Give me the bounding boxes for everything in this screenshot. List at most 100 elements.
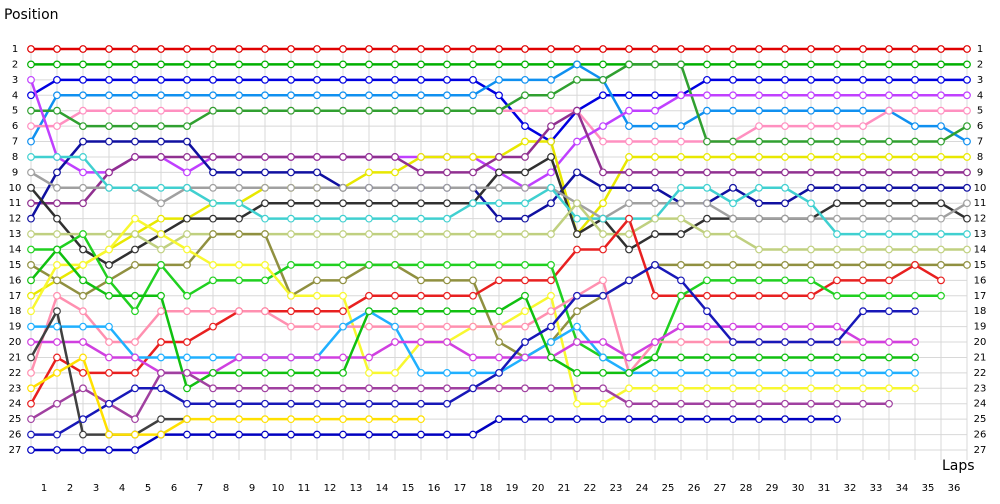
point-marker <box>625 153 633 161</box>
point-marker <box>599 338 607 346</box>
point-marker <box>261 168 269 177</box>
point-marker <box>729 415 737 424</box>
point-marker <box>261 276 269 285</box>
point-marker <box>27 153 35 161</box>
point-marker <box>755 368 763 377</box>
point-marker <box>209 276 217 285</box>
y-tick-label-right: 18 <box>974 306 987 317</box>
point-marker <box>391 368 399 377</box>
point-marker <box>469 91 477 100</box>
point-marker <box>599 199 607 208</box>
point-marker <box>131 60 139 69</box>
point-marker <box>911 230 919 238</box>
point-marker <box>261 214 269 223</box>
point-marker <box>833 168 841 177</box>
point-marker <box>495 307 503 316</box>
point-marker <box>131 353 139 362</box>
point-marker <box>313 183 321 192</box>
point-marker <box>261 353 269 362</box>
point-marker <box>235 276 243 285</box>
point-marker <box>677 168 685 177</box>
point-marker <box>105 60 113 69</box>
point-marker <box>781 75 789 84</box>
point-marker <box>651 199 659 208</box>
point-marker <box>313 384 321 393</box>
point-marker <box>651 106 659 115</box>
point-marker <box>261 153 269 161</box>
point-marker <box>105 291 113 300</box>
point-marker <box>417 399 425 408</box>
y-tick-label-right: 2 <box>977 59 983 70</box>
point-marker <box>287 230 295 238</box>
point-marker <box>469 106 477 115</box>
point-marker <box>547 60 555 69</box>
point-marker <box>27 122 35 131</box>
x-tick-label: 6 <box>171 483 177 494</box>
point-marker <box>599 75 607 84</box>
point-marker <box>859 276 867 285</box>
point-marker <box>859 399 867 408</box>
point-marker <box>27 415 35 424</box>
point-marker <box>365 168 373 177</box>
point-marker <box>79 368 87 377</box>
point-marker <box>703 338 711 346</box>
point-marker <box>625 199 633 208</box>
point-marker <box>651 137 659 146</box>
point-marker <box>105 45 113 53</box>
point-marker <box>79 307 87 316</box>
point-marker <box>157 261 165 269</box>
point-marker <box>209 230 217 238</box>
point-marker <box>417 230 425 238</box>
y-tick-label: 10 <box>9 183 22 194</box>
point-marker <box>53 261 61 269</box>
point-marker <box>703 214 711 223</box>
point-marker <box>105 446 113 454</box>
point-marker <box>963 168 971 177</box>
y-tick-label-right: 24 <box>974 399 987 410</box>
point-marker <box>53 276 61 285</box>
point-marker <box>781 122 789 131</box>
point-marker <box>833 45 841 53</box>
point-marker <box>365 353 373 362</box>
point-marker <box>963 183 971 192</box>
point-marker <box>79 446 87 454</box>
point-marker <box>885 183 893 192</box>
point-marker <box>859 153 867 161</box>
point-marker <box>417 415 425 424</box>
series-line <box>30 371 889 421</box>
point-marker <box>859 353 867 362</box>
point-marker <box>781 368 789 377</box>
point-marker <box>781 137 789 146</box>
point-marker <box>365 384 373 393</box>
point-marker <box>469 276 477 285</box>
point-marker <box>443 153 451 161</box>
point-marker <box>235 384 243 393</box>
point-marker <box>573 245 581 254</box>
point-marker <box>131 245 139 254</box>
point-marker <box>547 230 555 238</box>
point-marker <box>859 214 867 223</box>
y-tick-label: 13 <box>9 229 22 240</box>
point-marker <box>781 106 789 115</box>
point-marker <box>521 276 529 285</box>
point-marker <box>209 60 217 69</box>
point-marker <box>183 137 191 146</box>
point-marker <box>365 261 373 269</box>
point-marker <box>859 368 867 377</box>
x-tick-label: 13 <box>350 483 363 494</box>
point-marker <box>885 199 893 208</box>
y-tick-label: 8 <box>12 152 18 163</box>
point-marker <box>209 183 217 192</box>
point-marker <box>469 430 477 439</box>
point-marker <box>287 353 295 362</box>
point-marker <box>131 415 139 424</box>
point-marker <box>365 45 373 53</box>
point-marker <box>27 446 35 454</box>
point-marker <box>573 214 581 223</box>
point-marker <box>807 368 815 377</box>
point-marker <box>599 353 607 362</box>
point-marker <box>521 60 529 69</box>
point-marker <box>105 183 113 192</box>
point-marker <box>495 276 503 285</box>
point-marker <box>27 261 35 269</box>
